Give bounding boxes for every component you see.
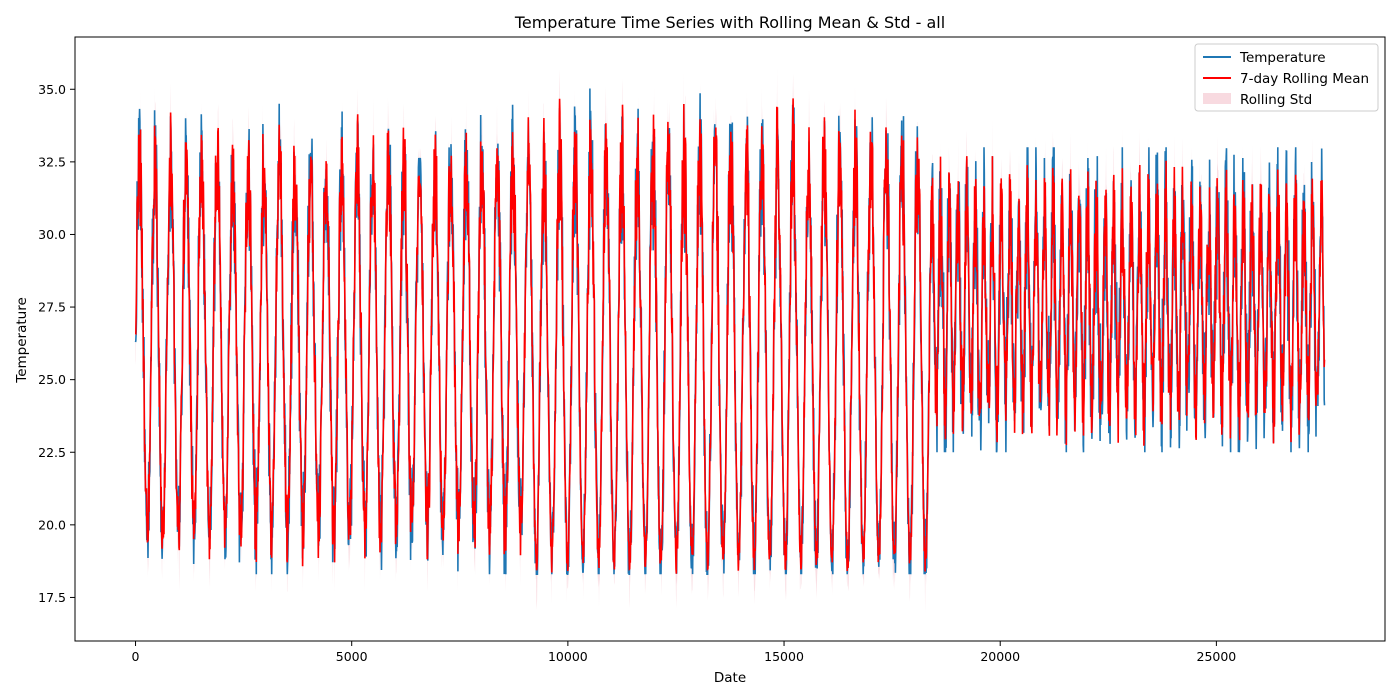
y-tick-label: 25.0 [38,372,66,387]
x-tick-label: 20000 [980,649,1020,664]
y-axis-label: Temperature [14,297,30,384]
legend-swatch-rolling-std [1203,93,1231,104]
legend-label-7-day-rolling-mean: 7-day Rolling Mean [1240,71,1369,87]
y-tick-label: 22.5 [38,445,66,460]
x-tick-label: 5000 [336,649,368,664]
x-tick-label: 0 [132,649,140,664]
y-tick-label: 32.5 [38,154,66,169]
x-tick-label: 25000 [1197,649,1237,664]
legend-label-rolling-std: Rolling Std [1240,92,1312,108]
legend: Temperature 7-day Rolling Mean Rolling Std [1194,43,1379,112]
y-tick-label: 17.5 [38,590,66,605]
y-tick-label: 27.5 [38,300,66,315]
series-group [134,67,1326,613]
series-rolling-mean-line [135,98,1326,574]
legend-box [1194,43,1379,112]
axes: 0 5000 10000 15000 20000 25000 17.5 20.0 22.5 25.… [38,36,1386,664]
plot-area [134,67,1326,613]
y-tick-label: 20.0 [38,517,66,532]
y-tick-label: 35.0 [38,82,66,97]
x-axis-label: Date [714,670,746,686]
plot-frame [74,36,1386,642]
chart-title: Temperature Time Series with Rolling Mea… [514,13,945,32]
legend-label-temperature: Temperature [1239,50,1326,66]
y-tick-label: 30.0 [38,227,66,242]
x-tick-label: 10000 [548,649,588,664]
x-tick-label: 15000 [764,649,804,664]
